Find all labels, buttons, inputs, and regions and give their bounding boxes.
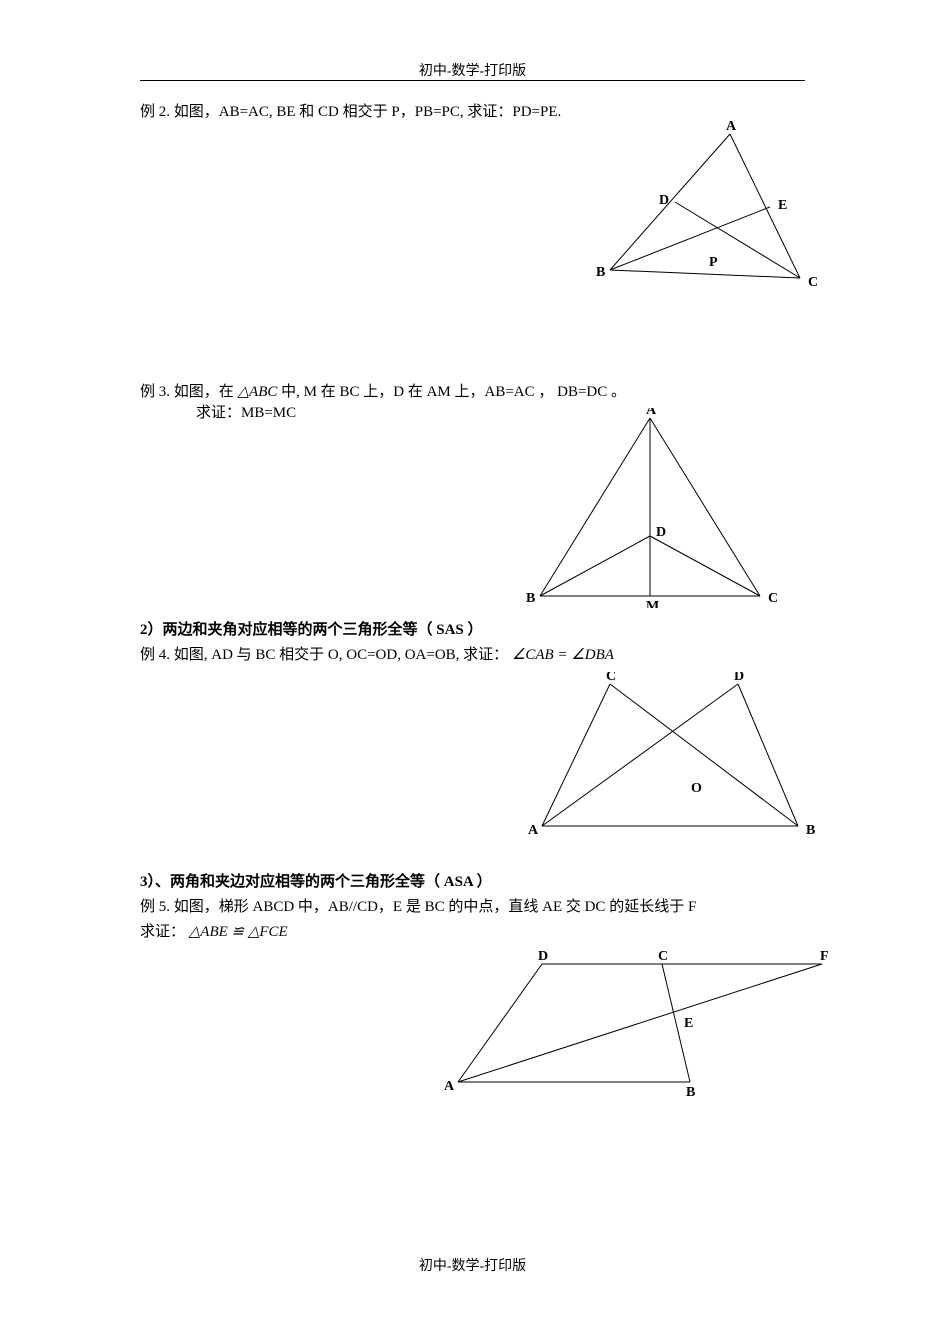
section-3-heading: 3）、两角和夹边对应相等的两个三角形全等（ ASA ） [140, 870, 840, 891]
footer-text: 初中-数学-打印版 [419, 1259, 526, 1274]
section-2-block: 2）两边和夹角对应相等的两个三角形全等（ SAS ） 例 4. 如图, AD 与… [140, 618, 840, 664]
example-4-math: ∠CAB = ∠DBA [512, 647, 614, 663]
svg-text:D: D [734, 672, 744, 684]
svg-text:D: D [538, 949, 548, 964]
svg-text:B: B [686, 1085, 695, 1098]
header-underline [140, 80, 805, 81]
header-text: 初中-数学-打印版 [419, 64, 526, 79]
example-4-prefix: 例 4. 如图, AD 与 BC 相交于 O, OC=OD, OA=OB, 求证… [140, 647, 508, 663]
svg-text:B: B [806, 823, 815, 838]
svg-text:C: C [768, 591, 778, 606]
example-5-line: 例 5. 如图，梯形 ABCD 中，AB//CD，E 是 BC 的中点，直线 A… [140, 895, 840, 916]
svg-text:C: C [808, 275, 818, 290]
svg-text:B: B [526, 591, 535, 606]
example-2-figure: A B C D E P [580, 120, 820, 290]
svg-text:C: C [606, 672, 616, 684]
svg-text:A: A [528, 823, 539, 838]
example-3-line1: 例 3. 如图，在 △ABC 中, M 在 BC 上，D 在 AM 上，AB=A… [140, 380, 840, 401]
section-2-heading: 2）两边和夹角对应相等的两个三角形全等（ SAS ） [140, 618, 840, 639]
example-5-prove: 求证： △ABE ≌ △FCE [140, 920, 840, 941]
svg-text:O: O [691, 781, 702, 796]
example-5-prove-prefix: 求证： [140, 924, 185, 940]
svg-text:B: B [596, 265, 605, 280]
example-3-figure: A B C M D [520, 408, 780, 608]
example-3-suffix: 中, M 在 BC 上，D 在 AM 上，AB=AC ， DB=DC 。 [281, 384, 626, 400]
svg-text:A: A [726, 120, 737, 134]
svg-text:C: C [658, 949, 668, 964]
svg-text:A: A [646, 408, 657, 418]
svg-text:E: E [778, 198, 787, 213]
example-5-prove-math: △ABE ≌ △FCE [189, 924, 288, 940]
example-4-figure: A B C D O [520, 672, 820, 842]
svg-text:D: D [656, 525, 666, 540]
svg-text:F: F [820, 949, 829, 964]
example-3-block: 例 3. 如图，在 △ABC 中, M 在 BC 上，D 在 AM 上，AB=A… [140, 380, 840, 422]
svg-text:M: M [646, 599, 659, 608]
example-2-block: 例 2. 如图，AB=AC, BE 和 CD 相交于 P，PB=PC, 求证：P… [140, 100, 840, 121]
example-5-figure: A B C D E F [440, 948, 840, 1098]
svg-text:E: E [684, 1016, 693, 1031]
page-footer: 初中-数学-打印版 [0, 1255, 945, 1275]
example-2-text: 例 2. 如图，AB=AC, BE 和 CD 相交于 P，PB=PC, 求证：P… [140, 100, 840, 121]
svg-text:D: D [659, 193, 669, 208]
example-3-prefix: 例 3. 如图，在 [140, 384, 234, 400]
section-3-block: 3）、两角和夹边对应相等的两个三角形全等（ ASA ） 例 5. 如图，梯形 A… [140, 870, 840, 941]
page-header: 初中-数学-打印版 [0, 60, 945, 80]
svg-text:P: P [709, 255, 718, 270]
svg-text:A: A [444, 1079, 455, 1094]
example-3-triangle: △ABC [238, 384, 278, 400]
example-4-line: 例 4. 如图, AD 与 BC 相交于 O, OC=OD, OA=OB, 求证… [140, 643, 840, 664]
